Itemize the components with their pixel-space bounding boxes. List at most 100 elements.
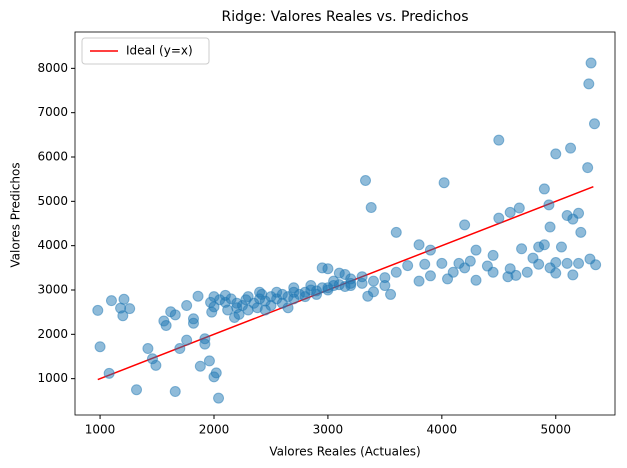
point (493, 134, 505, 146)
y-tick-label: 6000 (37, 150, 68, 164)
point (316, 262, 328, 274)
point (487, 249, 499, 261)
point (142, 343, 154, 355)
point (470, 244, 482, 256)
point (169, 386, 181, 398)
point (210, 367, 222, 379)
legend-label: Ideal (y=x) (126, 44, 193, 58)
point (194, 360, 206, 372)
point (242, 304, 254, 316)
point (345, 277, 357, 289)
point (169, 309, 181, 321)
point (550, 148, 562, 160)
point (513, 202, 525, 214)
point (502, 271, 514, 283)
point (103, 367, 115, 379)
point (504, 206, 516, 218)
point (360, 175, 372, 187)
point (150, 359, 162, 371)
point (493, 212, 505, 224)
point (174, 343, 186, 355)
point (219, 289, 231, 301)
point (208, 291, 220, 303)
point (555, 241, 567, 253)
y-tick-label: 4000 (37, 238, 68, 252)
point (299, 291, 311, 303)
point (233, 308, 245, 320)
point (203, 355, 215, 367)
point (124, 303, 136, 315)
point (199, 338, 211, 350)
point (436, 257, 448, 269)
point (567, 269, 579, 281)
point (464, 255, 476, 267)
y-tick-label: 8000 (37, 61, 68, 75)
point (424, 270, 436, 282)
point (379, 280, 391, 292)
point (543, 199, 555, 211)
point (117, 310, 129, 322)
point (282, 302, 294, 314)
point (424, 244, 436, 256)
point (544, 221, 556, 233)
point (311, 288, 323, 300)
point (565, 142, 577, 154)
point (181, 300, 193, 312)
point (590, 259, 602, 271)
point (487, 266, 499, 278)
point (105, 295, 117, 307)
point (181, 334, 193, 346)
point (573, 257, 585, 269)
point (288, 293, 300, 305)
point (413, 239, 425, 251)
point (92, 304, 104, 316)
y-tick-label: 2000 (37, 327, 68, 341)
x-axis-label: Valores Reales (Actuales) (269, 445, 420, 459)
point (588, 118, 600, 130)
point (356, 277, 368, 289)
legend-box (81, 37, 210, 65)
chart-title: Ridge: Valores Reales vs. Predichos (222, 9, 469, 25)
y-axis-label: Valores Predichos (9, 162, 23, 267)
point (192, 290, 204, 302)
point (575, 226, 587, 238)
x-tick-label: 4000 (427, 423, 458, 437)
point (442, 273, 454, 285)
point (208, 301, 220, 313)
point (131, 384, 143, 396)
x-tick-label: 3000 (313, 423, 344, 437)
point (187, 317, 199, 329)
point (328, 275, 340, 287)
y-tick-label: 3000 (37, 282, 68, 296)
point (390, 266, 402, 278)
point (118, 293, 130, 305)
point (533, 258, 545, 270)
point (94, 341, 106, 353)
point (521, 266, 533, 278)
point (390, 226, 402, 238)
point (213, 392, 225, 404)
y-tick-label: 7000 (37, 105, 68, 119)
point (385, 288, 397, 300)
x-tick-label: 5000 (540, 423, 571, 437)
point (271, 286, 283, 298)
point (305, 280, 317, 292)
point (222, 304, 234, 316)
point (538, 183, 550, 195)
point (459, 219, 471, 231)
point (160, 319, 172, 331)
point (419, 258, 431, 270)
point (516, 243, 528, 255)
point (583, 78, 595, 90)
point (367, 286, 379, 298)
point (259, 304, 271, 316)
x-tick-label: 2000 (199, 423, 230, 437)
point (365, 202, 377, 214)
point (339, 268, 351, 280)
point (413, 275, 425, 287)
x-tick-label: 1000 (85, 423, 116, 437)
point (561, 257, 573, 269)
point (544, 262, 556, 274)
plot-frame (74, 31, 616, 416)
